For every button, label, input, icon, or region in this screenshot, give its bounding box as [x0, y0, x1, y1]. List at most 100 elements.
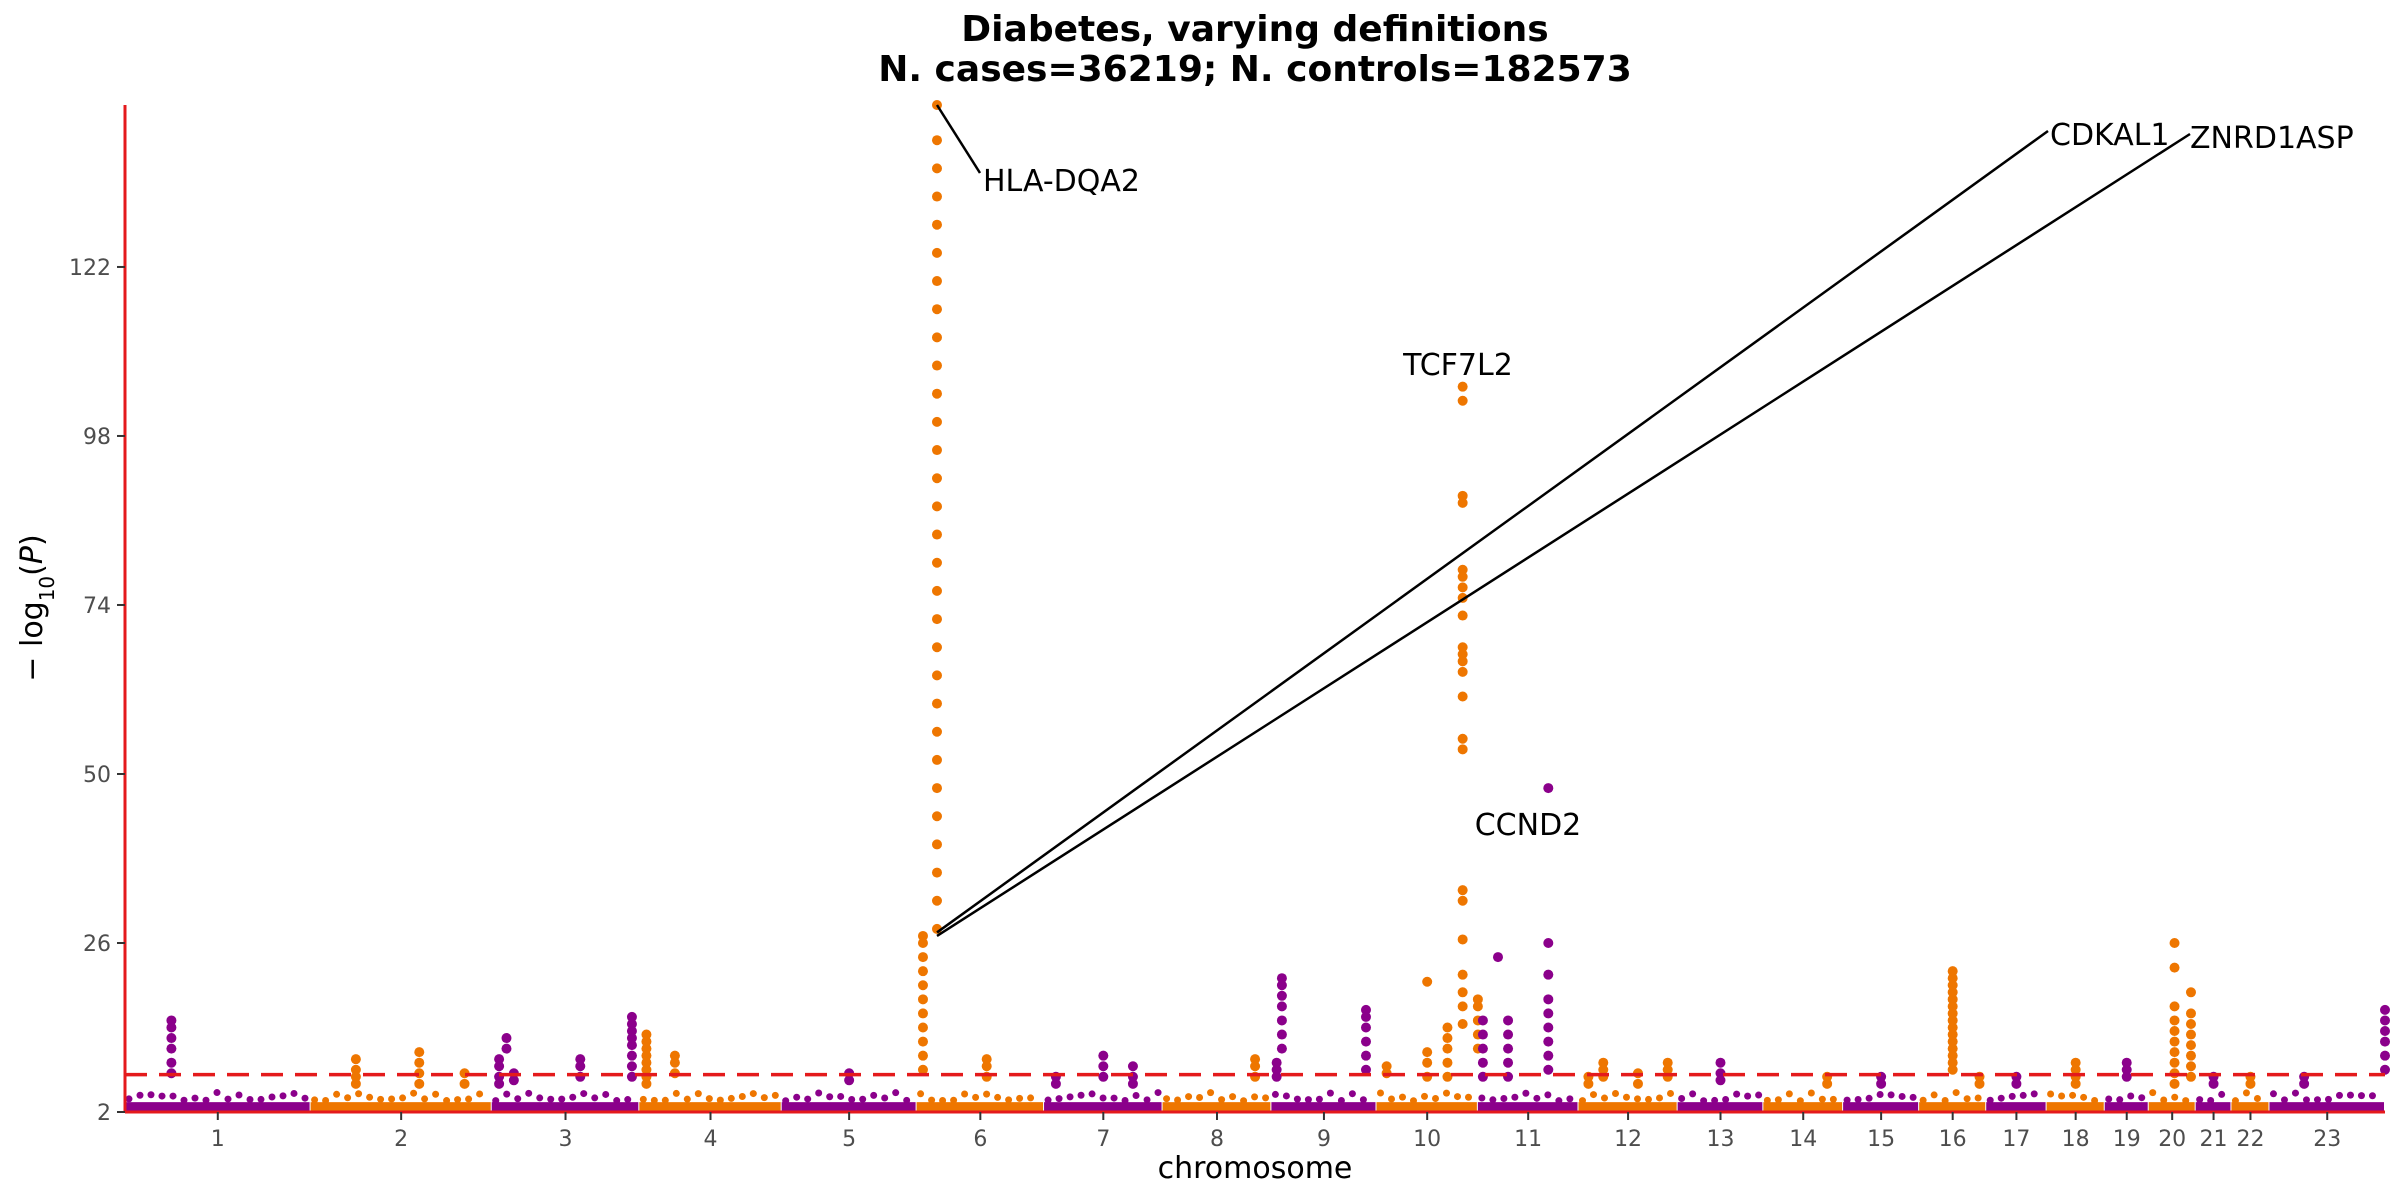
- noise-point: [1807, 1089, 1815, 1097]
- noise-point: [344, 1094, 352, 1102]
- noise-point: [1409, 1097, 1417, 1105]
- noise-point: [1533, 1094, 1541, 1102]
- x-tick-label: 1: [211, 1127, 225, 1152]
- noise-point: [1163, 1095, 1171, 1103]
- data-point: [2299, 1078, 2310, 1089]
- noise-point: [1359, 1096, 1367, 1104]
- data-point: [1442, 1071, 1453, 1082]
- data-point: [1947, 980, 1958, 991]
- noise-point: [1464, 1093, 1472, 1101]
- data-point: [1543, 1022, 1554, 1033]
- data-point: [1477, 1015, 1488, 1026]
- noise-point: [213, 1089, 221, 1097]
- chromosome-band: [1677, 1102, 1763, 1112]
- y-axis-title-part: 10: [35, 576, 59, 601]
- data-point: [641, 1029, 652, 1040]
- data-point: [1457, 969, 1468, 980]
- noise-point: [1644, 1095, 1652, 1103]
- data-point: [1457, 656, 1468, 667]
- noise-point: [1722, 1095, 1730, 1103]
- noise-point: [147, 1091, 155, 1099]
- data-point: [1477, 1029, 1488, 1040]
- noise-point: [1431, 1094, 1439, 1102]
- noise-point: [1887, 1091, 1895, 1099]
- data-point: [459, 1078, 470, 1089]
- noise-point: [2280, 1096, 2288, 1104]
- data-point: [1250, 1054, 1261, 1065]
- noise-point: [465, 1095, 473, 1103]
- chromosome-band: [2148, 1102, 2195, 1112]
- noise-point: [1143, 1096, 1151, 1104]
- noise-point: [1055, 1095, 1063, 1103]
- data-point: [1098, 1061, 1109, 1072]
- data-point: [931, 642, 942, 653]
- noise-point: [1099, 1094, 1107, 1102]
- noise-point: [1398, 1093, 1406, 1101]
- noise-point: [939, 1096, 947, 1104]
- data-point: [350, 1071, 361, 1082]
- x-tick-label: 17: [2002, 1127, 2030, 1152]
- noise-point: [972, 1093, 980, 1101]
- data-point: [1457, 381, 1468, 392]
- noise-point: [2346, 1091, 2354, 1099]
- noise-point: [716, 1096, 724, 1104]
- data-point: [931, 276, 942, 287]
- data-point: [1457, 490, 1468, 501]
- data-point: [917, 930, 928, 941]
- gene-label: CDKAL1: [2050, 118, 2170, 153]
- data-point: [1127, 1078, 1138, 1089]
- noise-point: [476, 1090, 484, 1098]
- noise-point: [1952, 1089, 1960, 1097]
- noise-point: [903, 1096, 911, 1104]
- data-point: [1276, 980, 1287, 991]
- noise-point: [2105, 1095, 2113, 1103]
- data-point: [2185, 1071, 2196, 1082]
- noise-point: [961, 1090, 969, 1098]
- noise-point: [1633, 1095, 1641, 1103]
- points-layer: [125, 100, 2390, 1112]
- data-point: [1632, 1078, 1643, 1089]
- noise-point: [1974, 1094, 1982, 1102]
- data-point: [1276, 1015, 1287, 1026]
- noise-point: [694, 1090, 702, 1098]
- noise-point: [492, 1097, 500, 1105]
- data-point: [1543, 1036, 1554, 1047]
- data-point: [1442, 1057, 1453, 1068]
- data-point: [1947, 1050, 1958, 1061]
- data-point: [1947, 1001, 1958, 1012]
- noise-point: [454, 1096, 462, 1104]
- chromosome-band: [310, 1102, 491, 1112]
- y-axis-title: − log10(P): [15, 534, 59, 681]
- data-point: [1360, 1022, 1371, 1033]
- noise-point: [804, 1095, 812, 1103]
- noise-point: [1744, 1092, 1752, 1100]
- data-point: [2121, 1071, 2132, 1082]
- data-point: [917, 1036, 928, 1047]
- data-point: [917, 980, 928, 991]
- data-point: [575, 1054, 586, 1065]
- noise-point: [881, 1094, 889, 1102]
- data-point: [1543, 969, 1554, 980]
- data-point: [1472, 994, 1483, 1005]
- data-point: [350, 1064, 361, 1075]
- data-point: [1472, 1001, 1483, 1012]
- noise-point: [333, 1090, 341, 1098]
- data-point: [1598, 1064, 1609, 1075]
- data-point: [931, 332, 942, 343]
- gene-label: TCF7L2: [1402, 348, 1513, 383]
- data-point: [2185, 1008, 2196, 1019]
- noise-point: [169, 1092, 177, 1100]
- data-point: [931, 726, 942, 737]
- noise-point: [2138, 1094, 2146, 1102]
- data-point: [1457, 666, 1468, 677]
- data-point: [931, 360, 942, 371]
- noise-point: [2116, 1096, 2124, 1104]
- noise-point: [1110, 1094, 1118, 1102]
- data-point: [1457, 610, 1468, 621]
- noise-point: [2047, 1090, 2055, 1098]
- noise-point: [1185, 1093, 1193, 1101]
- data-point: [931, 473, 942, 484]
- noise-point: [558, 1095, 566, 1103]
- data-point: [1360, 1064, 1371, 1075]
- data-point: [1715, 1075, 1726, 1086]
